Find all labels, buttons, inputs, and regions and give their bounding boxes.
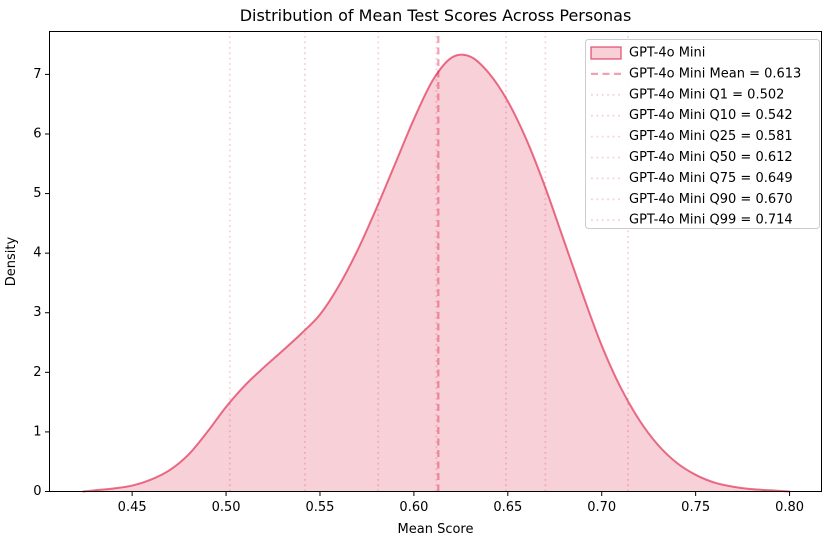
legend-label: GPT-4o Mini Q90 = 0.670: [629, 192, 793, 207]
x-tick-label: 0.55: [306, 500, 335, 515]
kde-curve-layer: [82, 53, 791, 493]
chart-title: Distribution of Mean Test Scores Across …: [240, 6, 632, 25]
legend-entry: GPT-4o Mini Q75 = 0.649: [591, 171, 793, 186]
legend-label: GPT-4o Mini Q10 = 0.542: [629, 108, 793, 123]
legend-label: GPT-4o Mini Q50 = 0.612: [629, 150, 793, 165]
x-tick-label: 0.70: [587, 500, 616, 515]
x-tick-label: 0.60: [399, 500, 428, 515]
y-tick-label: 1: [33, 424, 41, 439]
legend-label: GPT-4o Mini Q99 = 0.714: [629, 213, 793, 228]
legend-swatch-patch: [590, 46, 622, 60]
y-tick-label: 3: [33, 305, 41, 320]
y-tick-label: 7: [33, 67, 41, 82]
plot-area: [49, 31, 822, 492]
y-tick-label: 5: [33, 186, 41, 201]
legend-entry: GPT-4o Mini Q90 = 0.670: [591, 192, 793, 207]
x-tick-label: 0.45: [118, 500, 147, 515]
legend-label: GPT-4o Mini Q25 = 0.581: [629, 129, 793, 144]
x-tick-label: 0.75: [681, 500, 710, 515]
legend-entry: GPT-4o Mini Q1 = 0.502: [591, 87, 784, 102]
stat-lines-layer: [228, 31, 629, 492]
x-tick-label: 0.65: [493, 500, 522, 515]
y-tick-label: 6: [33, 126, 41, 141]
x-tick-label: 0.80: [775, 500, 804, 515]
x-tick-label: 0.50: [212, 500, 241, 515]
legend-entry: GPT-4o Mini Q25 = 0.581: [591, 129, 793, 144]
y-tick-label: 4: [33, 246, 41, 261]
y-axis-label: Density: [4, 236, 19, 286]
legend-label: GPT-4o Mini: [629, 46, 705, 61]
x-axis-label: Mean Score: [398, 522, 474, 537]
legend-label: GPT-4o Mini Mean = 0.613: [629, 66, 801, 81]
legend-entry: GPT-4o Mini Q50 = 0.612: [591, 150, 793, 165]
y-tick-label: 0: [33, 484, 41, 499]
legend-entry: GPT-4o Mini Mean = 0.613: [591, 66, 801, 81]
legend-entry: GPT-4o Mini Q10 = 0.542: [591, 108, 793, 123]
legend-entry: GPT-4o Mini Q99 = 0.714: [591, 213, 793, 228]
legend-label: GPT-4o Mini Q1 = 0.502: [629, 87, 784, 102]
y-tick-label: 2: [33, 365, 41, 380]
legend: GPT-4o Mini GPT-4o Mini Mean = 0.613 GPT-4…: [585, 39, 820, 229]
kde-fill: [83, 54, 790, 492]
kde-line: [82, 53, 791, 493]
legend-label: GPT-4o Mini Q75 = 0.649: [629, 171, 793, 186]
legend-box: [585, 39, 820, 229]
axis-ticks-layer: 0.45 0.50 0.55 0.60 0.65 0.70 0.75 0.80 0 1 2 3 4 5 6 7: [33, 67, 804, 515]
legend-entry: GPT-4o Mini: [590, 46, 705, 61]
